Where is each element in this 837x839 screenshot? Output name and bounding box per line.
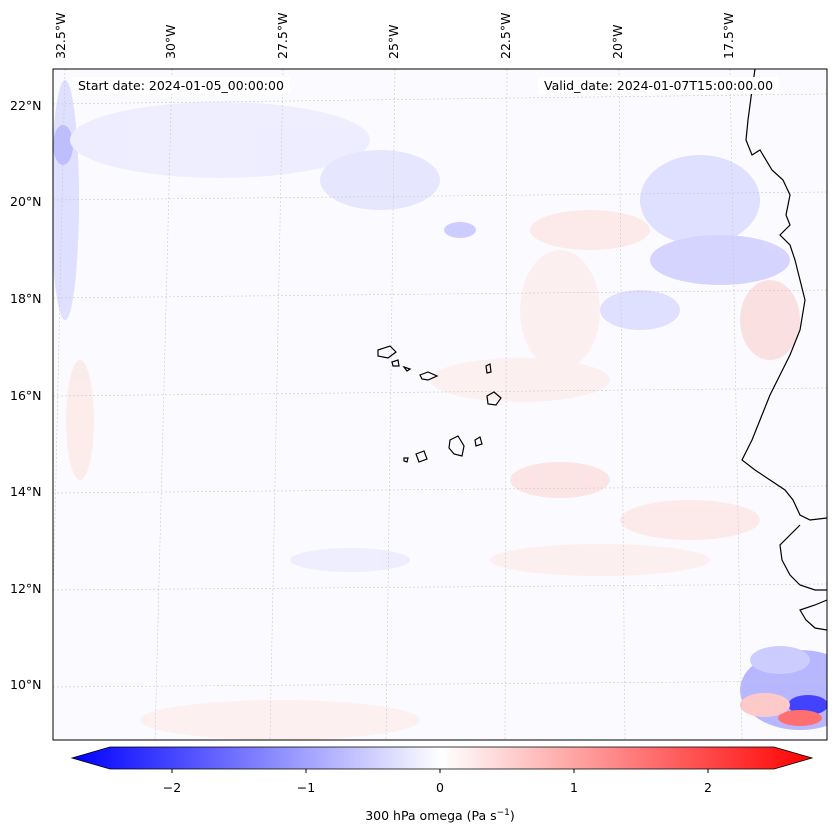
colorbar-tick-label: −1 — [296, 780, 316, 795]
colorbar-tick-label: 2 — [704, 780, 712, 795]
colorbar-title-text: 300 hPa omega (Pa s — [365, 808, 497, 824]
islands — [377, 345, 502, 463]
lat-label: 22°N — [10, 98, 42, 113]
lat-label: 12°N — [10, 581, 42, 596]
lon-label: 20°W — [610, 24, 625, 59]
colorbar-title: 300 hPa omega (Pa s−1) — [365, 808, 515, 823]
lon-label: 30°W — [163, 24, 178, 59]
lat-label: 16°N — [10, 388, 42, 403]
start-date-label: Start date: 2024-01-05_00:00:00 — [72, 77, 290, 94]
lon-label: 22.5°W — [498, 12, 513, 59]
lon-label: 17.5°W — [721, 12, 736, 59]
map-panel — [53, 69, 827, 740]
lon-label: 25°W — [386, 24, 401, 59]
graticule — [53, 69, 827, 740]
valid-date-label: Valid_date: 2024-01-07T15:00:00.00 — [538, 77, 780, 94]
colorbar-tick-label: −2 — [162, 780, 182, 795]
colorbar-tick-label: 0 — [436, 780, 444, 795]
lat-label: 20°N — [10, 194, 42, 209]
coastline — [741, 69, 827, 631]
colorbar-title-close: ) — [509, 808, 515, 824]
colorbar-tick-label: 1 — [570, 780, 578, 795]
lat-label: 18°N — [10, 291, 42, 306]
lat-label: 10°N — [10, 677, 42, 692]
lon-label: 27.5°W — [275, 12, 290, 59]
lon-label: 32.5°W — [53, 12, 68, 59]
colorbar — [70, 746, 814, 773]
lat-label: 14°N — [10, 484, 42, 499]
colorbar-title-exponent: −1 — [496, 808, 510, 818]
